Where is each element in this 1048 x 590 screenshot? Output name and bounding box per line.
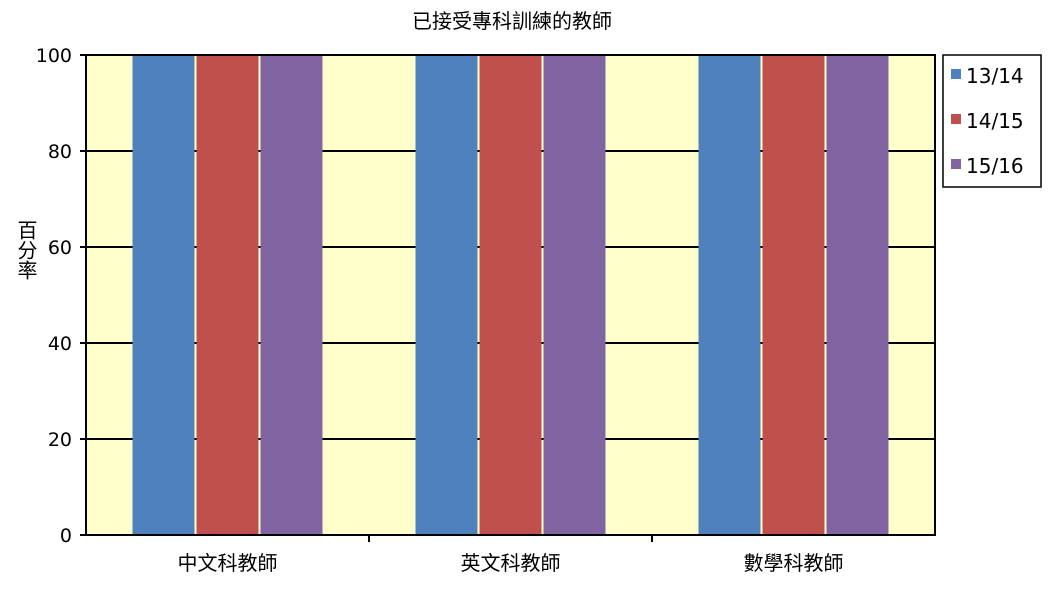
- legend: 13/14 14/15 15/16: [942, 54, 1042, 188]
- x-tick-label: 數學科教師: [744, 551, 844, 575]
- y-tick-label: 40: [48, 333, 72, 355]
- bar-15-16-3: [826, 55, 889, 535]
- axes: [80, 54, 936, 542]
- y-tick-label: 20: [48, 429, 72, 451]
- bar-15-16-2: [543, 55, 606, 535]
- x-tick-label: 英文科教師: [461, 551, 561, 575]
- bar-13-14-1: [132, 55, 195, 535]
- y-tick-label: 60: [48, 237, 72, 259]
- y-tick-label: 80: [48, 141, 72, 163]
- legend-swatch-3: [951, 159, 961, 169]
- y-tick-label: 0: [60, 525, 72, 547]
- legend-swatch-1: [951, 69, 961, 79]
- plot-border: [85, 54, 936, 536]
- x-tick-label: 中文科教師: [178, 551, 278, 575]
- plot-area: [86, 55, 935, 535]
- bar-13-14-2: [415, 55, 478, 535]
- bar-13-14-3: [698, 55, 761, 535]
- chart-title: 已接受專科訓練的教師: [412, 9, 612, 33]
- bar-15-16-1: [260, 55, 323, 535]
- axis-labels: 0 20 40 60 80 100 中文科教師 英文科教師 數學科教師 百分率: [14, 45, 844, 575]
- legend-label: 14/15: [966, 109, 1024, 133]
- y-tick-label: 100: [36, 45, 72, 67]
- legend-label: 13/14: [966, 64, 1024, 88]
- legend-swatch-2: [951, 114, 961, 124]
- bar-14-15-1: [196, 55, 259, 535]
- bar-14-15-3: [762, 55, 825, 535]
- legend-label: 15/16: [966, 154, 1024, 178]
- y-axis-label: 百分率: [14, 220, 38, 280]
- bar-14-15-2: [479, 55, 542, 535]
